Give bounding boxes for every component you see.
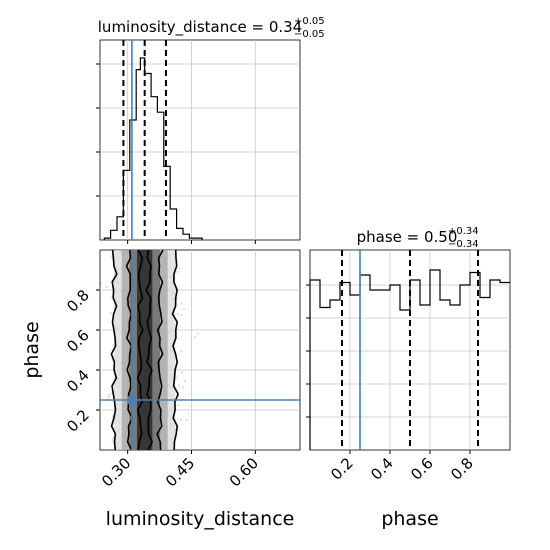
scatter-point bbox=[180, 350, 183, 353]
y-tick-label: 0.8 bbox=[63, 286, 93, 316]
xlabel-phase: phase bbox=[381, 508, 438, 530]
scatter-point bbox=[112, 436, 115, 439]
scatter-point bbox=[187, 412, 190, 415]
scatter-point bbox=[105, 285, 109, 289]
scatter-point bbox=[183, 307, 186, 311]
contour-line bbox=[145, 250, 153, 450]
scatter-point bbox=[182, 386, 185, 389]
quantile-truth-layer bbox=[100, 40, 479, 450]
scatter-point bbox=[183, 379, 186, 383]
scatter-point bbox=[111, 438, 114, 441]
scatter-point bbox=[100, 282, 103, 285]
scatter-point bbox=[180, 371, 183, 374]
x-tick-label: 0.8 bbox=[447, 454, 477, 484]
scatter-point bbox=[193, 335, 197, 338]
truth-marker bbox=[127, 396, 136, 404]
scatter-point bbox=[180, 314, 183, 317]
x-tick-label: 0.30 bbox=[98, 454, 134, 490]
scatter-point bbox=[107, 395, 110, 398]
scatter-point bbox=[178, 267, 181, 270]
scatter-point bbox=[111, 344, 115, 347]
scatter-point bbox=[180, 418, 183, 421]
title-phase-plus: +0.34 bbox=[448, 226, 479, 237]
scatter-point bbox=[108, 393, 111, 396]
scatter-point bbox=[180, 302, 183, 305]
x-tick-label: 0.6 bbox=[407, 454, 437, 484]
title-phase-minus: −0.34 bbox=[448, 239, 479, 250]
histogram-luminosity-distance bbox=[103, 57, 203, 240]
title-luminosity-distance: luminosity_distance = 0.34 bbox=[98, 18, 302, 37]
y-tick-label: 0.6 bbox=[63, 326, 93, 356]
ylabel-phase: phase bbox=[21, 321, 43, 378]
x-tick-label: 0.45 bbox=[162, 454, 198, 490]
scatter-point bbox=[196, 332, 199, 335]
scatter-point bbox=[175, 376, 178, 379]
title-luminosity-distance-minus: −0.05 bbox=[294, 29, 325, 40]
y-tick-label: 0.4 bbox=[63, 366, 93, 396]
grid-layer bbox=[100, 40, 510, 450]
xlabel-luminosity-distance: luminosity_distance bbox=[106, 508, 295, 530]
x-tick-label: 0.60 bbox=[226, 454, 262, 490]
title-phase: phase = 0.50 bbox=[357, 228, 458, 246]
x-tick-label: 0.2 bbox=[327, 454, 357, 484]
scatter-point bbox=[109, 312, 112, 315]
scatter-point bbox=[177, 403, 180, 407]
contour-line bbox=[156, 250, 164, 450]
scatter-point bbox=[176, 270, 179, 273]
scatter-point bbox=[177, 384, 181, 387]
scatter-point bbox=[180, 448, 184, 450]
contour-line bbox=[171, 250, 179, 450]
x-tick-label: 0.4 bbox=[367, 454, 397, 484]
scatter-point bbox=[185, 418, 188, 421]
contour-line bbox=[110, 250, 118, 450]
scatter-point bbox=[176, 312, 180, 315]
panel-hist-luminosity-distance bbox=[99, 39, 301, 241]
title-luminosity-distance-plus: +0.05 bbox=[294, 16, 325, 27]
scatter-point bbox=[90, 430, 92, 432]
contour-line bbox=[136, 250, 144, 450]
y-tick-label: 0.2 bbox=[63, 406, 93, 436]
